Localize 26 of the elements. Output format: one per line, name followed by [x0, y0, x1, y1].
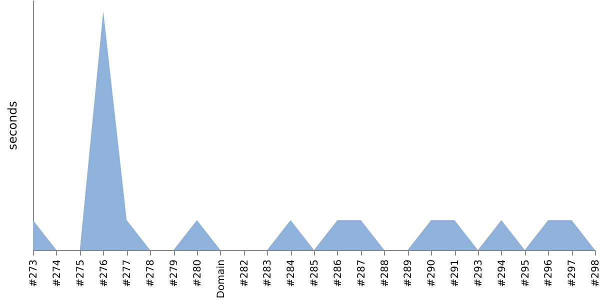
x-tick-label: #285 [310, 260, 320, 287]
x-tick-label: #274 [52, 260, 63, 287]
x-tick-label: #298 [590, 260, 600, 287]
y-axis-title: seconds [6, 100, 20, 150]
x-tick-label: #279 [169, 260, 180, 287]
x-tick-label: #273 [28, 260, 40, 287]
x-tick-label: #294 [496, 260, 508, 287]
x-tick-label: #293 [473, 260, 484, 287]
x-tick-label: #289 [403, 260, 414, 287]
x-tick-label: #295 [520, 260, 532, 287]
x-tick-label: #288 [380, 260, 391, 287]
x-tick-label: #276 [98, 260, 110, 287]
x-tick-label: #277 [122, 260, 134, 287]
x-tick-label: #290 [426, 260, 438, 287]
x-tick-label: Domain [216, 260, 227, 298]
x-tick-label: #280 [192, 260, 204, 287]
x-tick-label: #283 [262, 260, 274, 287]
x-tick-label: #282 [239, 260, 250, 287]
x-tick-label: #284 [286, 260, 298, 287]
x-tick-label: #296 [544, 260, 555, 287]
x-tick-label: #275 [75, 260, 86, 287]
x-tick-label: #291 [450, 260, 461, 287]
x-tick-label: #287 [356, 260, 368, 287]
x-tick-label: #297 [567, 260, 578, 287]
x-tick-label: #286 [332, 260, 344, 287]
x-tick-label: #278 [146, 260, 157, 287]
